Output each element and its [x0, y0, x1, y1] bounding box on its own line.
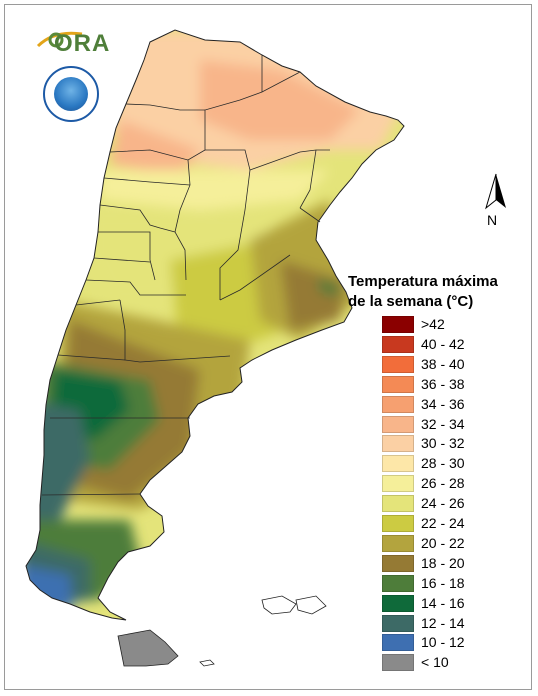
legend-range-label: 30 - 32 — [421, 435, 465, 452]
legend-swatch — [382, 654, 414, 672]
legend-item: 14 - 16 — [382, 594, 522, 614]
legend-item: 32 - 34 — [382, 415, 522, 435]
legend-range-label: 26 - 28 — [421, 475, 465, 492]
legend-item: 28 - 30 — [382, 454, 522, 474]
legend-swatch — [382, 395, 414, 413]
legend-title-line1: Temperatura máxima — [348, 273, 498, 290]
legend-range-label: 16 - 18 — [421, 574, 465, 591]
legend-swatch — [382, 455, 414, 473]
legend-item: 38 - 40 — [382, 355, 522, 375]
legend-item: >42 — [382, 315, 522, 335]
legend-item: 12 - 14 — [382, 614, 522, 634]
legend-range-label: < 10 — [421, 654, 449, 671]
legend-range-label: 14 - 16 — [421, 594, 465, 611]
legend-swatch — [382, 515, 414, 532]
north-arrow-label: N — [487, 212, 498, 228]
ora-logo: ORA — [34, 28, 109, 60]
legend-item: 18 - 20 — [382, 554, 522, 574]
legend-item: < 10 — [382, 653, 522, 673]
legend-item: 26 - 28 — [382, 474, 522, 494]
legend-range-label: 28 - 30 — [421, 455, 465, 472]
legend-range-label: 36 - 38 — [421, 375, 465, 392]
legend-range-label: 24 - 26 — [421, 495, 465, 512]
legend-swatch — [382, 475, 414, 493]
legend-range-label: 32 - 34 — [421, 415, 465, 432]
legend-swatch — [382, 316, 414, 333]
legend-swatch — [382, 415, 414, 433]
legend-swatch — [382, 594, 414, 612]
legend-item: 30 - 32 — [382, 434, 522, 454]
legend-range-label: 22 - 24 — [421, 515, 465, 531]
legend-range-label: 20 - 22 — [421, 534, 465, 551]
legend-range-label: 34 - 36 — [421, 395, 465, 412]
legend-item: 16 - 18 — [382, 574, 522, 594]
legend-item: 22 - 24 — [382, 514, 522, 534]
legend-swatch — [382, 355, 414, 373]
legend-range-label: >42 — [421, 316, 445, 332]
legend-title: Temperatura máxima de la semana (°C) — [348, 272, 528, 312]
legend-swatch — [382, 614, 414, 632]
legend-item: 10 - 12 — [382, 633, 522, 653]
legend-item: 40 - 42 — [382, 335, 522, 355]
legend-swatch — [382, 335, 414, 353]
legend-range-label: 18 - 20 — [421, 554, 465, 571]
ora-logo-text: ORA — [54, 30, 111, 57]
legend-swatch — [382, 534, 414, 552]
legend-range-label: 10 - 12 — [421, 634, 465, 651]
legend-item: 24 - 26 — [382, 494, 522, 514]
legend-swatch — [382, 375, 414, 393]
legend-title-line2: de la semana (°C) — [348, 293, 474, 310]
legend-swatch — [382, 574, 414, 592]
legend-swatch — [382, 554, 414, 572]
legend-item: 20 - 22 — [382, 534, 522, 554]
legend-item: 36 - 38 — [382, 375, 522, 395]
ora-arc-icon — [36, 31, 83, 48]
legend-swatch — [382, 634, 414, 652]
legend-swatch — [382, 495, 414, 513]
legend-range-label: 12 - 14 — [421, 614, 465, 631]
smn-seal-icon — [43, 66, 99, 122]
legend-range-label: 40 - 42 — [421, 335, 465, 352]
north-arrow-icon — [485, 173, 506, 210]
legend-range-label: 38 - 40 — [421, 355, 465, 372]
legend-item: 34 - 36 — [382, 395, 522, 415]
legend-swatch — [382, 435, 414, 453]
